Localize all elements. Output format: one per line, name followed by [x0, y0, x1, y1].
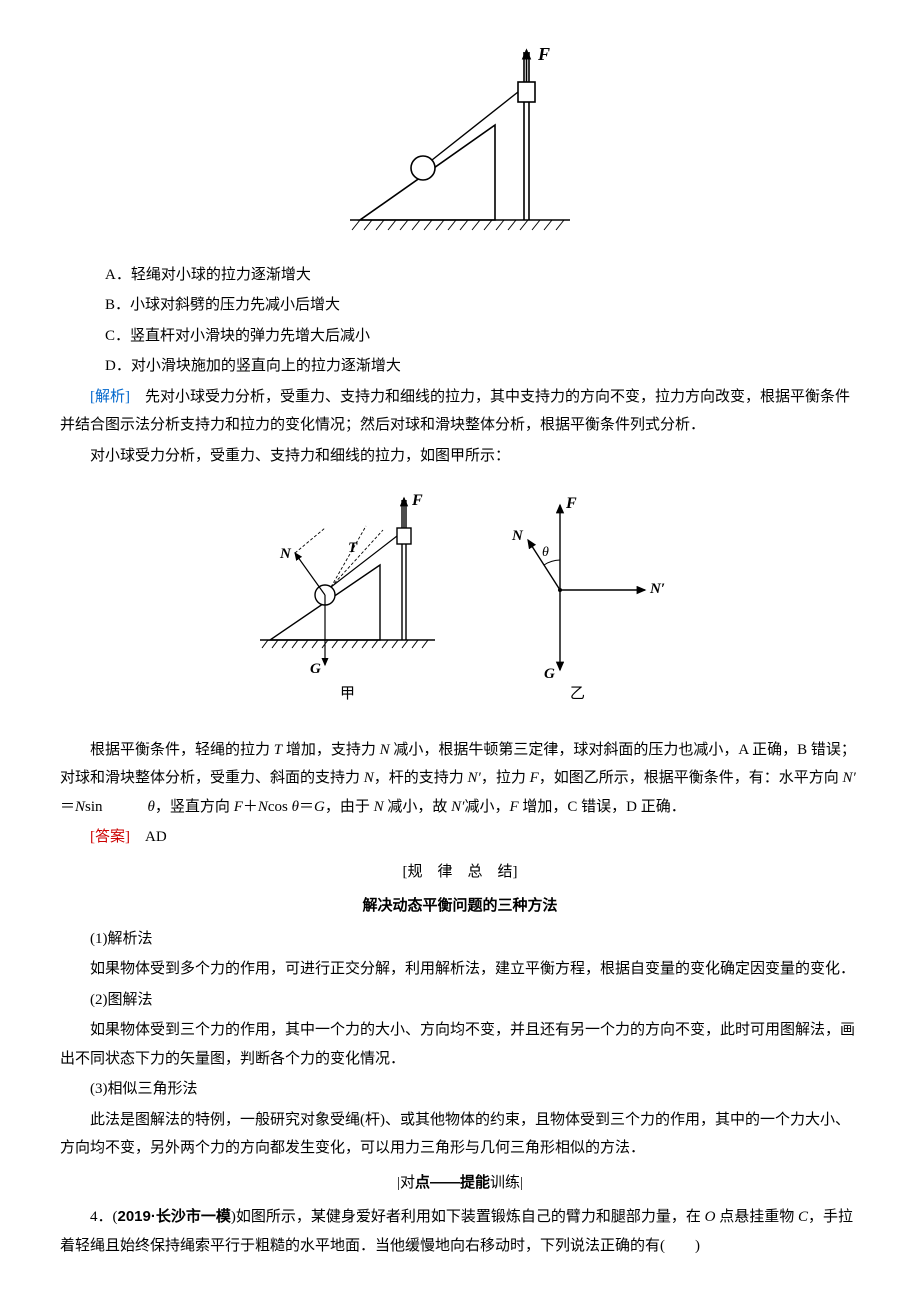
svg-text:F: F: [565, 495, 577, 512]
svg-text:甲: 甲: [340, 686, 355, 702]
answer-value: AD: [130, 829, 167, 845]
svg-text:N′: N′: [649, 581, 665, 597]
summary-2-title: (2)图解法: [60, 986, 860, 1015]
option-C: C．竖直杆对小滑块的弹力先增大后减小: [60, 322, 860, 351]
figure-1-svg: F: [320, 40, 600, 235]
svg-text:N: N: [511, 528, 524, 544]
analysis-label: [解析]: [90, 389, 130, 405]
summary-1-body: 如果物体受到多个力的作用，可进行正交分解，利用解析法，建立平衡方程，根据自变量的…: [60, 955, 860, 984]
analysis-para-1: [解析] 先对小球受力分析，受重力、支持力和细线的拉力，其中支持力的方向不变，拉…: [60, 383, 860, 440]
summary-2-body: 如果物体受到三个力的作用，其中一个力的大小、方向均不变，并且还有另一个力的方向不…: [60, 1016, 860, 1073]
answer-line: [答案] AD: [60, 823, 860, 852]
summary-3-body: 此法是图解法的特例，一般研究对象受绳(杆)、或其他物体的约束，且物体受到三个力的…: [60, 1106, 860, 1163]
practice-heading: |对点——提能训练|: [60, 1169, 860, 1198]
option-B: B．小球对斜劈的压力先减小后增大: [60, 291, 860, 320]
svg-text:F: F: [411, 492, 423, 509]
svg-text:T: T: [348, 540, 358, 556]
figure1-F-label: F: [537, 44, 550, 64]
answer-label: [答案]: [90, 829, 130, 845]
summary-heading-2: 解决动态平衡问题的三种方法: [60, 892, 860, 921]
svg-text:G: G: [544, 666, 555, 682]
question-4: 4．(2019·长沙市一模)如图所示，某健身爱好者利用如下装置锻炼自己的臂力和腿…: [60, 1203, 860, 1260]
figure-2-svg: F N T G 甲 F N θ N′: [240, 480, 680, 710]
svg-text:θ: θ: [542, 545, 549, 560]
option-A: A．轻绳对小球的拉力逐渐增大: [60, 261, 860, 290]
svg-text:G: G: [310, 661, 321, 677]
svg-text:N: N: [279, 546, 292, 562]
summary-1-title: (1)解析法: [60, 925, 860, 954]
figure-1: F: [60, 40, 860, 246]
figure-2: F N T G 甲 F N θ N′: [60, 480, 860, 721]
summary-3-title: (3)相似三角形法: [60, 1075, 860, 1104]
conclusion-para: 根据平衡条件，轻绳的拉力 T 增加，支持力 N 减小，根据牛顿第三定律，球对斜面…: [60, 736, 860, 822]
summary-heading-1: [规 律 总 结]: [60, 858, 860, 887]
analysis-para-2: 对小球受力分析，受重力、支持力和细线的拉力，如图甲所示：: [60, 442, 860, 471]
svg-text:乙: 乙: [570, 686, 585, 702]
option-D: D．对小滑块施加的竖直向上的拉力逐渐增大: [60, 352, 860, 381]
